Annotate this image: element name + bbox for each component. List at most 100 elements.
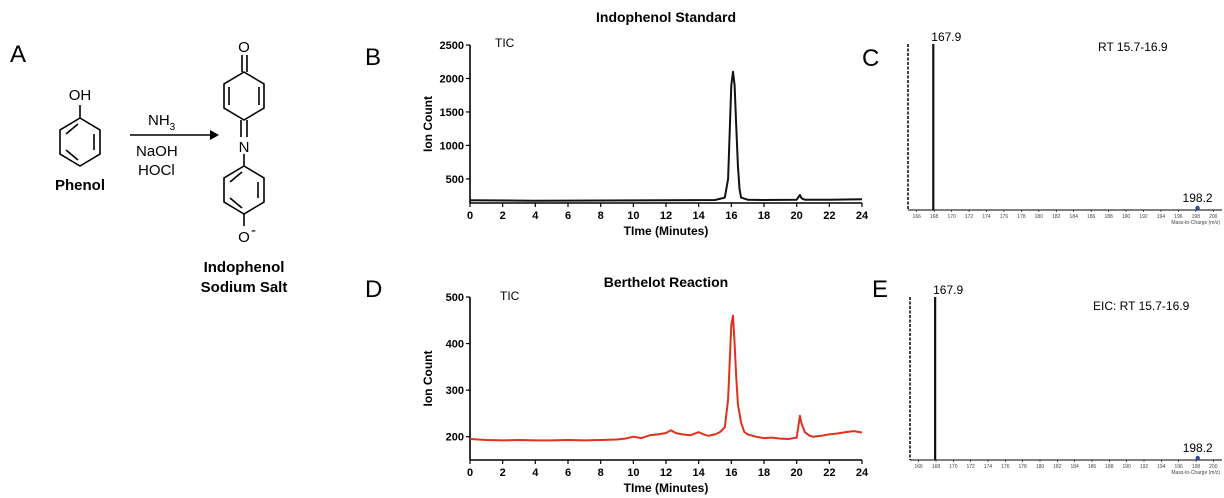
y-tick-label-b: 1500 xyxy=(440,107,464,119)
x-tick-label-e: 200 xyxy=(1209,464,1218,470)
x-tick-label-b: 20 xyxy=(791,210,803,222)
annotation-e: EIC: RT 15.7-16.9 xyxy=(1093,299,1190,313)
annotation-b: TIC xyxy=(495,36,515,50)
x-tick-label-c: 196 xyxy=(1174,214,1183,220)
phenol-oh-label: OH xyxy=(69,87,92,104)
y-tick-label-b: 1000 xyxy=(440,140,464,152)
x-tick-label-d: 22 xyxy=(823,467,835,479)
peak-marker-e-1 xyxy=(1195,455,1200,461)
x-tick-label-c: 184 xyxy=(1070,214,1079,220)
x-axis-label-e: Mass-to-Charge (m/z) xyxy=(1171,470,1220,476)
x-tick-label-b: 0 xyxy=(467,210,473,222)
ketone-o-label: O xyxy=(238,39,250,56)
x-tick-label-b: 2 xyxy=(500,210,506,222)
x-tick-label-d: 16 xyxy=(725,467,737,479)
y-axis-label-b: Ion Count xyxy=(421,96,435,152)
y-tick-label-b: 2000 xyxy=(440,73,464,85)
x-tick-label-c: 192 xyxy=(1139,214,1148,220)
x-tick-label-d: 10 xyxy=(627,467,639,479)
x-tick-label-c: 168 xyxy=(930,214,939,220)
x-tick-label-c: 178 xyxy=(1017,214,1026,220)
phenol-double-bond-3 xyxy=(65,123,79,135)
x-axis-label-d: TIme (Minutes) xyxy=(624,481,709,495)
x-tick-label-e: 188 xyxy=(1105,464,1114,470)
x-tick-label-b: 14 xyxy=(693,210,706,222)
x-tick-label-c: 186 xyxy=(1087,214,1096,220)
x-tick-label-c: 174 xyxy=(982,214,991,220)
x-tick-label-b: 16 xyxy=(725,210,737,222)
phenoxide-double-bond-3 xyxy=(229,171,243,183)
x-tick-label-d: 14 xyxy=(693,467,706,479)
x-tick-label-d: 24 xyxy=(856,467,869,479)
quinone-ring xyxy=(223,71,265,121)
x-tick-label-c: 200 xyxy=(1209,214,1218,220)
chart-title-b: Indophenol Standard xyxy=(596,9,736,25)
x-tick-label-e: 170 xyxy=(949,464,958,470)
y-tick-label-d: 400 xyxy=(446,339,464,351)
x-tick-label-c: 198 xyxy=(1192,214,1201,220)
x-tick-label-e: 172 xyxy=(966,464,975,470)
x-tick-label-e: 194 xyxy=(1157,464,1166,470)
x-tick-label-c: 190 xyxy=(1122,214,1131,220)
x-tick-label-c: 172 xyxy=(965,214,974,220)
peak-marker-c-1 xyxy=(1195,205,1200,211)
x-tick-label-d: 20 xyxy=(791,467,803,479)
x-axis-label-b: TIme (Minutes) xyxy=(624,224,709,238)
x-tick-label-b: 18 xyxy=(758,210,770,222)
annotation-d: TIC xyxy=(500,289,520,303)
annotation-c: RT 15.7-16.9 xyxy=(1098,40,1168,54)
x-tick-label-b: 8 xyxy=(598,210,604,222)
x-tick-label-d: 6 xyxy=(565,467,571,479)
chart-title-d: Berthelot Reaction xyxy=(604,274,728,290)
x-tick-label-e: 174 xyxy=(984,464,993,470)
panel-letter-a: A xyxy=(10,41,26,68)
x-tick-label-c: 194 xyxy=(1157,214,1166,220)
reaction-scheme: A OH Phenol NH3 NaOH HOCl xyxy=(10,39,287,296)
x-tick-label-d: 4 xyxy=(532,467,539,479)
x-tick-label-e: 196 xyxy=(1174,464,1183,470)
x-tick-label-c: 180 xyxy=(1035,214,1044,220)
x-tick-label-c: 182 xyxy=(1052,214,1061,220)
x-tick-label-d: 8 xyxy=(598,467,604,479)
peak-label-c-1: 198.2 xyxy=(1183,191,1213,205)
phenoxide-o-label: O xyxy=(238,229,250,246)
x-tick-label-d: 12 xyxy=(660,467,672,479)
x-tick-label-c: 176 xyxy=(1000,214,1009,220)
panel-letter-e: E xyxy=(872,276,888,303)
x-tick-label-b: 12 xyxy=(660,210,672,222)
imine-n-label: N xyxy=(239,139,250,156)
x-tick-label-e: 178 xyxy=(1018,464,1027,470)
x-tick-label-d: 2 xyxy=(500,467,506,479)
x-tick-label-b: 4 xyxy=(532,210,539,222)
x-tick-label-b: 24 xyxy=(856,210,869,222)
y-tick-label-d: 500 xyxy=(446,292,464,304)
panel-letter-d: D xyxy=(365,276,382,303)
x-tick-label-c: 166 xyxy=(913,214,922,220)
reagent-nh3: NH3 xyxy=(148,112,176,133)
x-tick-label-d: 0 xyxy=(467,467,473,479)
x-axis-label-c: Mass-to-Charge (m/z) xyxy=(1171,220,1220,226)
y-tick-label-b: 2500 xyxy=(440,40,464,52)
phenol-structure xyxy=(59,105,101,167)
x-tick-label-c: 188 xyxy=(1104,214,1113,220)
peak-label-e-1: 198.2 xyxy=(1183,441,1213,455)
x-tick-label-e: 180 xyxy=(1036,464,1045,470)
indophenol-name-line2: Sodium Salt xyxy=(201,279,288,296)
reaction-arrow xyxy=(130,130,219,140)
chart-c-indophenol-standard-mass-spectrum: C RT 15.7-16.9 166 168 170 172 174 176 178 180 182… xyxy=(862,30,1222,226)
x-tick-label-e: 182 xyxy=(1053,464,1062,470)
y-axis-label-d: Ion Count xyxy=(421,351,435,407)
series-line-b-0 xyxy=(469,70,863,202)
x-tick-label-e: 192 xyxy=(1140,464,1149,470)
peak-label-c-0: 167.9 xyxy=(931,30,961,44)
phenoxide-charge: - xyxy=(251,222,256,239)
y-tick-label-d: 300 xyxy=(446,385,464,397)
chart-e-berthelot-reaction-mass-spectrum: E EIC: RT 15.7-16.9 166 168 170 172 174 176 178 1… xyxy=(872,276,1222,476)
x-tick-label-e: 184 xyxy=(1070,464,1079,470)
x-tick-label-c: 170 xyxy=(947,214,956,220)
peak-label-e-0: 167.9 xyxy=(933,283,963,297)
y-tick-label-b: 500 xyxy=(446,174,464,186)
